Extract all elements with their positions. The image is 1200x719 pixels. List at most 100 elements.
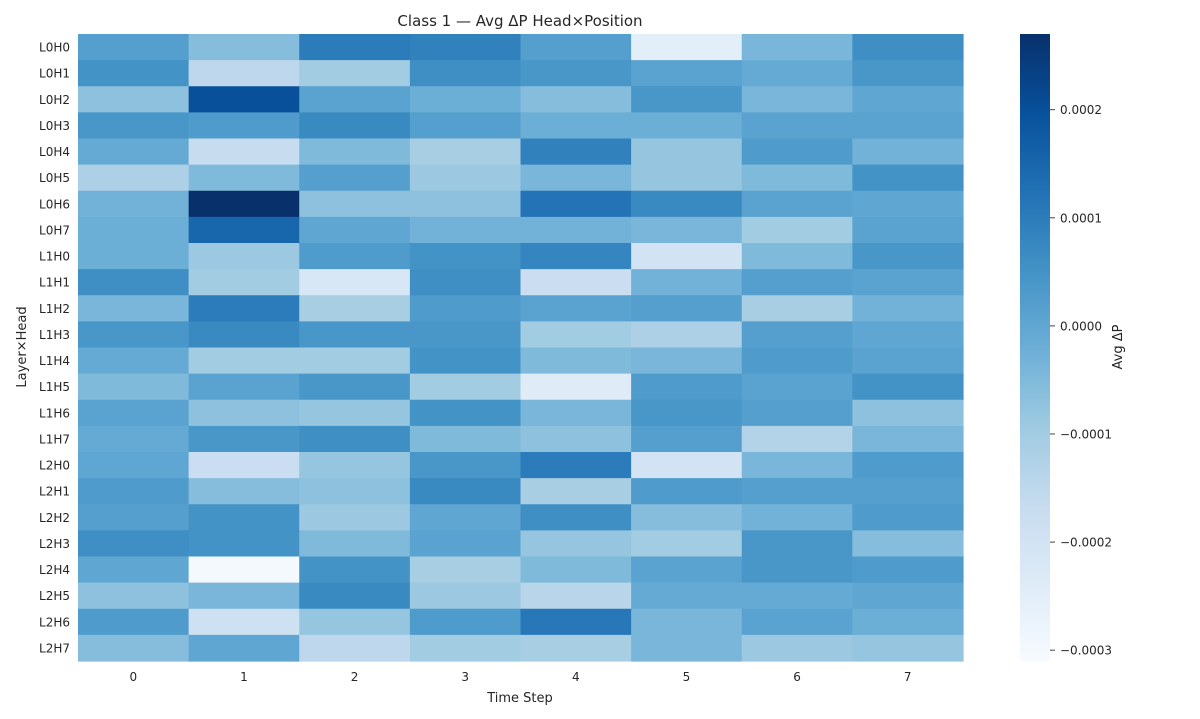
heatmap-cell [520,504,632,531]
heatmap-cell [188,399,300,427]
heatmap-cell [741,425,853,453]
x-tick-label: 2 [351,670,359,684]
heatmap-cell [409,112,522,140]
heatmap-cell [409,60,522,87]
y-tick-label: L0H5 [39,171,70,185]
y-tick-label: L1H1 [39,276,70,290]
heatmap-cell [299,112,411,140]
heatmap-cell [299,347,411,375]
y-tick-label: L1H6 [39,406,70,420]
heatmap-cell [520,556,632,584]
heatmap-cell [409,399,522,427]
x-tick-labels: 0 1 2 3 4 5 6 7 [129,670,911,684]
heatmap-cell [299,295,411,322]
x-tick-label: 0 [129,670,137,684]
colorbar-label: Avg ΔP [1111,324,1126,369]
heatmap-cell [852,86,964,113]
y-axis-label: Layer×Head [15,306,30,387]
x-tick-label: 6 [793,670,801,684]
heatmap-cell [188,138,300,166]
heatmap-cell [188,86,300,113]
heatmap-cell [520,86,632,113]
heatmap-cell [78,347,190,375]
heatmap-cell [631,34,743,61]
x-tick-label: 1 [240,670,248,684]
heatmap-cell [741,582,853,610]
heatmap-cell [188,216,300,244]
heatmap-cell [78,190,190,218]
y-tick-label: L1H3 [39,328,70,342]
colorbar-tick-label: −0.0001 [1060,427,1112,441]
heatmap-cell [299,86,411,113]
heatmap-cell [78,582,190,610]
heatmap-cell [409,321,522,349]
heatmap-cell [188,190,300,218]
y-tick-label: L2H5 [39,589,70,603]
heatmap-cell [520,530,632,558]
heatmap-cell [631,243,743,270]
heatmap-cell [520,295,632,322]
heatmap-cell [78,452,190,479]
heatmap-cell [741,138,853,166]
heatmap-cell [409,425,522,453]
heatmap-cell [188,556,300,584]
heatmap-cell [409,34,522,61]
heatmap-cell [299,478,411,505]
heatmap-cell [520,478,632,505]
heatmap-cell [852,582,964,610]
heatmap-cell [409,86,522,113]
y-tick-label: L0H7 [39,223,70,237]
heatmap-cell [409,504,522,531]
heatmap-cell [741,190,853,218]
heatmap-cell [78,86,190,113]
y-tick-label: L2H7 [39,641,70,655]
heatmap-cell [631,347,743,375]
heatmap-cell [631,425,743,453]
heatmap-cell [299,34,411,61]
heatmap-cell [520,582,632,610]
heatmap-cell [741,243,853,270]
heatmap-cell [188,582,300,610]
heatmap-cell [631,321,743,349]
heatmap-cell [852,556,964,584]
heatmap-cell [631,556,743,584]
heatmap-cell [631,634,743,662]
heatmap-cell [188,347,300,375]
heatmap-cell [409,138,522,166]
heatmap-cell [631,86,743,113]
heatmap-cell [741,556,853,584]
heatmap-cell [409,556,522,584]
heatmap-cell [188,425,300,453]
heatmap-cell [409,530,522,558]
heatmap-cell [520,164,632,192]
heatmap-cell [852,190,964,218]
heatmap-cell [852,373,964,401]
y-tick-label: L0H6 [39,197,70,211]
heatmap-cell [631,138,743,166]
heatmap-cell [741,373,853,401]
heatmap-cell [78,269,190,296]
colorbar-ticks: 0.0002 0.0001 0.0000 −0.0001 −0.0002 −0.0003 [1050,103,1112,658]
heatmap-cell [78,138,190,166]
heatmap-cell [520,190,632,218]
heatmap-cell [631,112,743,140]
heatmap-cell [631,452,743,479]
colorbar-tick-label: 0.0002 [1060,103,1102,117]
heatmap-cell [78,321,190,349]
colorbar-tick-label: 0.0001 [1060,211,1102,225]
heatmap-cell [78,425,190,453]
colorbar [1020,34,1050,661]
heatmap-cell [631,269,743,296]
heatmap-cell [852,321,964,349]
y-tick-label: L0H4 [39,145,70,159]
heatmap-cell [631,60,743,87]
y-tick-label: L1H2 [39,302,70,316]
y-tick-label: L1H0 [39,250,70,264]
y-tick-label: L2H1 [39,485,70,499]
heatmap-cell [188,452,300,479]
heatmap-cell [409,295,522,322]
heatmap-cell [299,138,411,166]
heatmap-cell [852,34,964,61]
heatmap-cell [852,634,964,662]
